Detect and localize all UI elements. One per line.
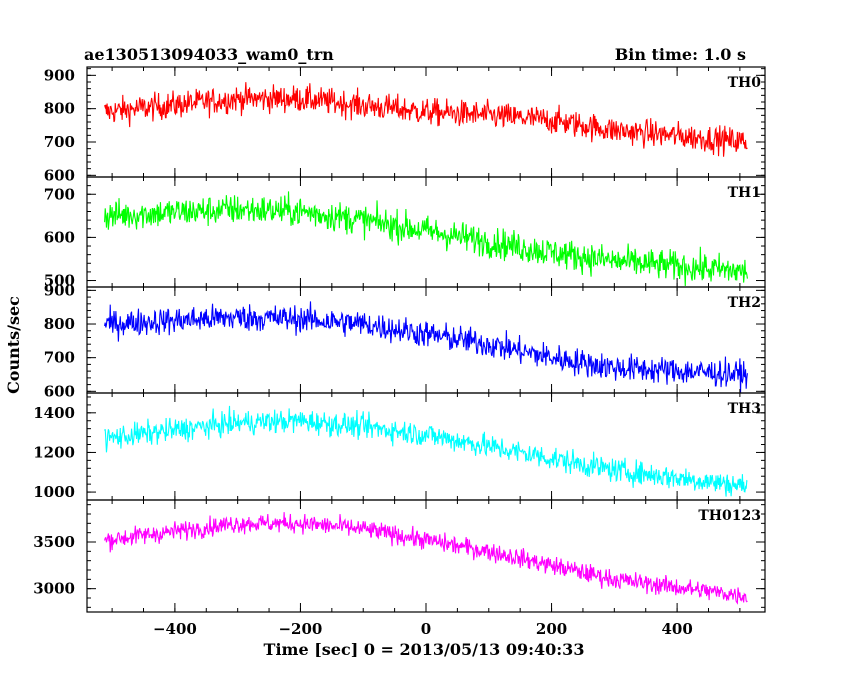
panel-frame (86, 286, 766, 394)
panel-th1: 500 600 700 TH1 (44, 176, 766, 290)
y-tick-label: 600 (44, 382, 75, 400)
panel-frame (86, 392, 766, 501)
chart-title: ae130513094033_wam0_trn (84, 45, 334, 64)
panel-label-th3: TH3 (728, 401, 761, 417)
panel-th2: 600 700 800 900 TH2 (44, 281, 766, 400)
y-tick-label: 900 (44, 281, 75, 299)
y-tick-label: 1000 (33, 483, 75, 501)
series-th0 (104, 82, 748, 157)
y-tick-label: 3500 (33, 533, 75, 551)
x-axis-label: Time [sec] 0 = 2013/05/13 09:40:33 (264, 640, 585, 659)
y-tick-label: 1200 (33, 443, 75, 461)
y-tick-label: 700 (44, 185, 75, 203)
series-th2 (104, 301, 748, 393)
panel-label-th0123: TH0123 (698, 508, 761, 524)
y-tick-label: 600 (44, 228, 75, 246)
panel-label-th2: TH2 (728, 295, 761, 311)
panel-th0123: 3000 3500 TH0123 (33, 499, 766, 613)
y-axis-label: Counts/sec (4, 296, 23, 394)
panel-th0: 600 700 800 900 TH0 (44, 66, 766, 184)
x-tick-label: 400 (661, 620, 692, 638)
panel-th3: 1000 1200 1400 TH3 (33, 392, 766, 501)
panel-frame (86, 66, 766, 178)
y-tick-label: 700 (44, 133, 75, 151)
series-th0123 (104, 512, 748, 605)
y-tick-label: 800 (44, 315, 75, 333)
x-tick-label: 200 (536, 620, 567, 638)
panel-label-th1: TH1 (728, 185, 761, 201)
y-tick-label: 1400 (33, 404, 75, 422)
x-tick-label: −200 (278, 620, 322, 638)
y-tick-label: 600 (44, 166, 75, 184)
panel-label-th0: TH0 (728, 75, 762, 91)
panel-frame (86, 176, 766, 288)
y-tick-label: 700 (44, 349, 75, 367)
y-tick-label: 800 (44, 100, 75, 118)
x-tick-label: 0 (421, 620, 431, 638)
series-th1 (104, 191, 748, 286)
panel-frame (86, 499, 766, 613)
bin-time-label: Bin time: 1.0 s (615, 45, 746, 64)
series-th3 (104, 405, 748, 497)
y-tick-label: 500 (44, 272, 75, 290)
y-tick-label: 900 (44, 66, 75, 84)
x-tick-label: −400 (153, 620, 197, 638)
y-tick-label: 3000 (33, 580, 75, 598)
